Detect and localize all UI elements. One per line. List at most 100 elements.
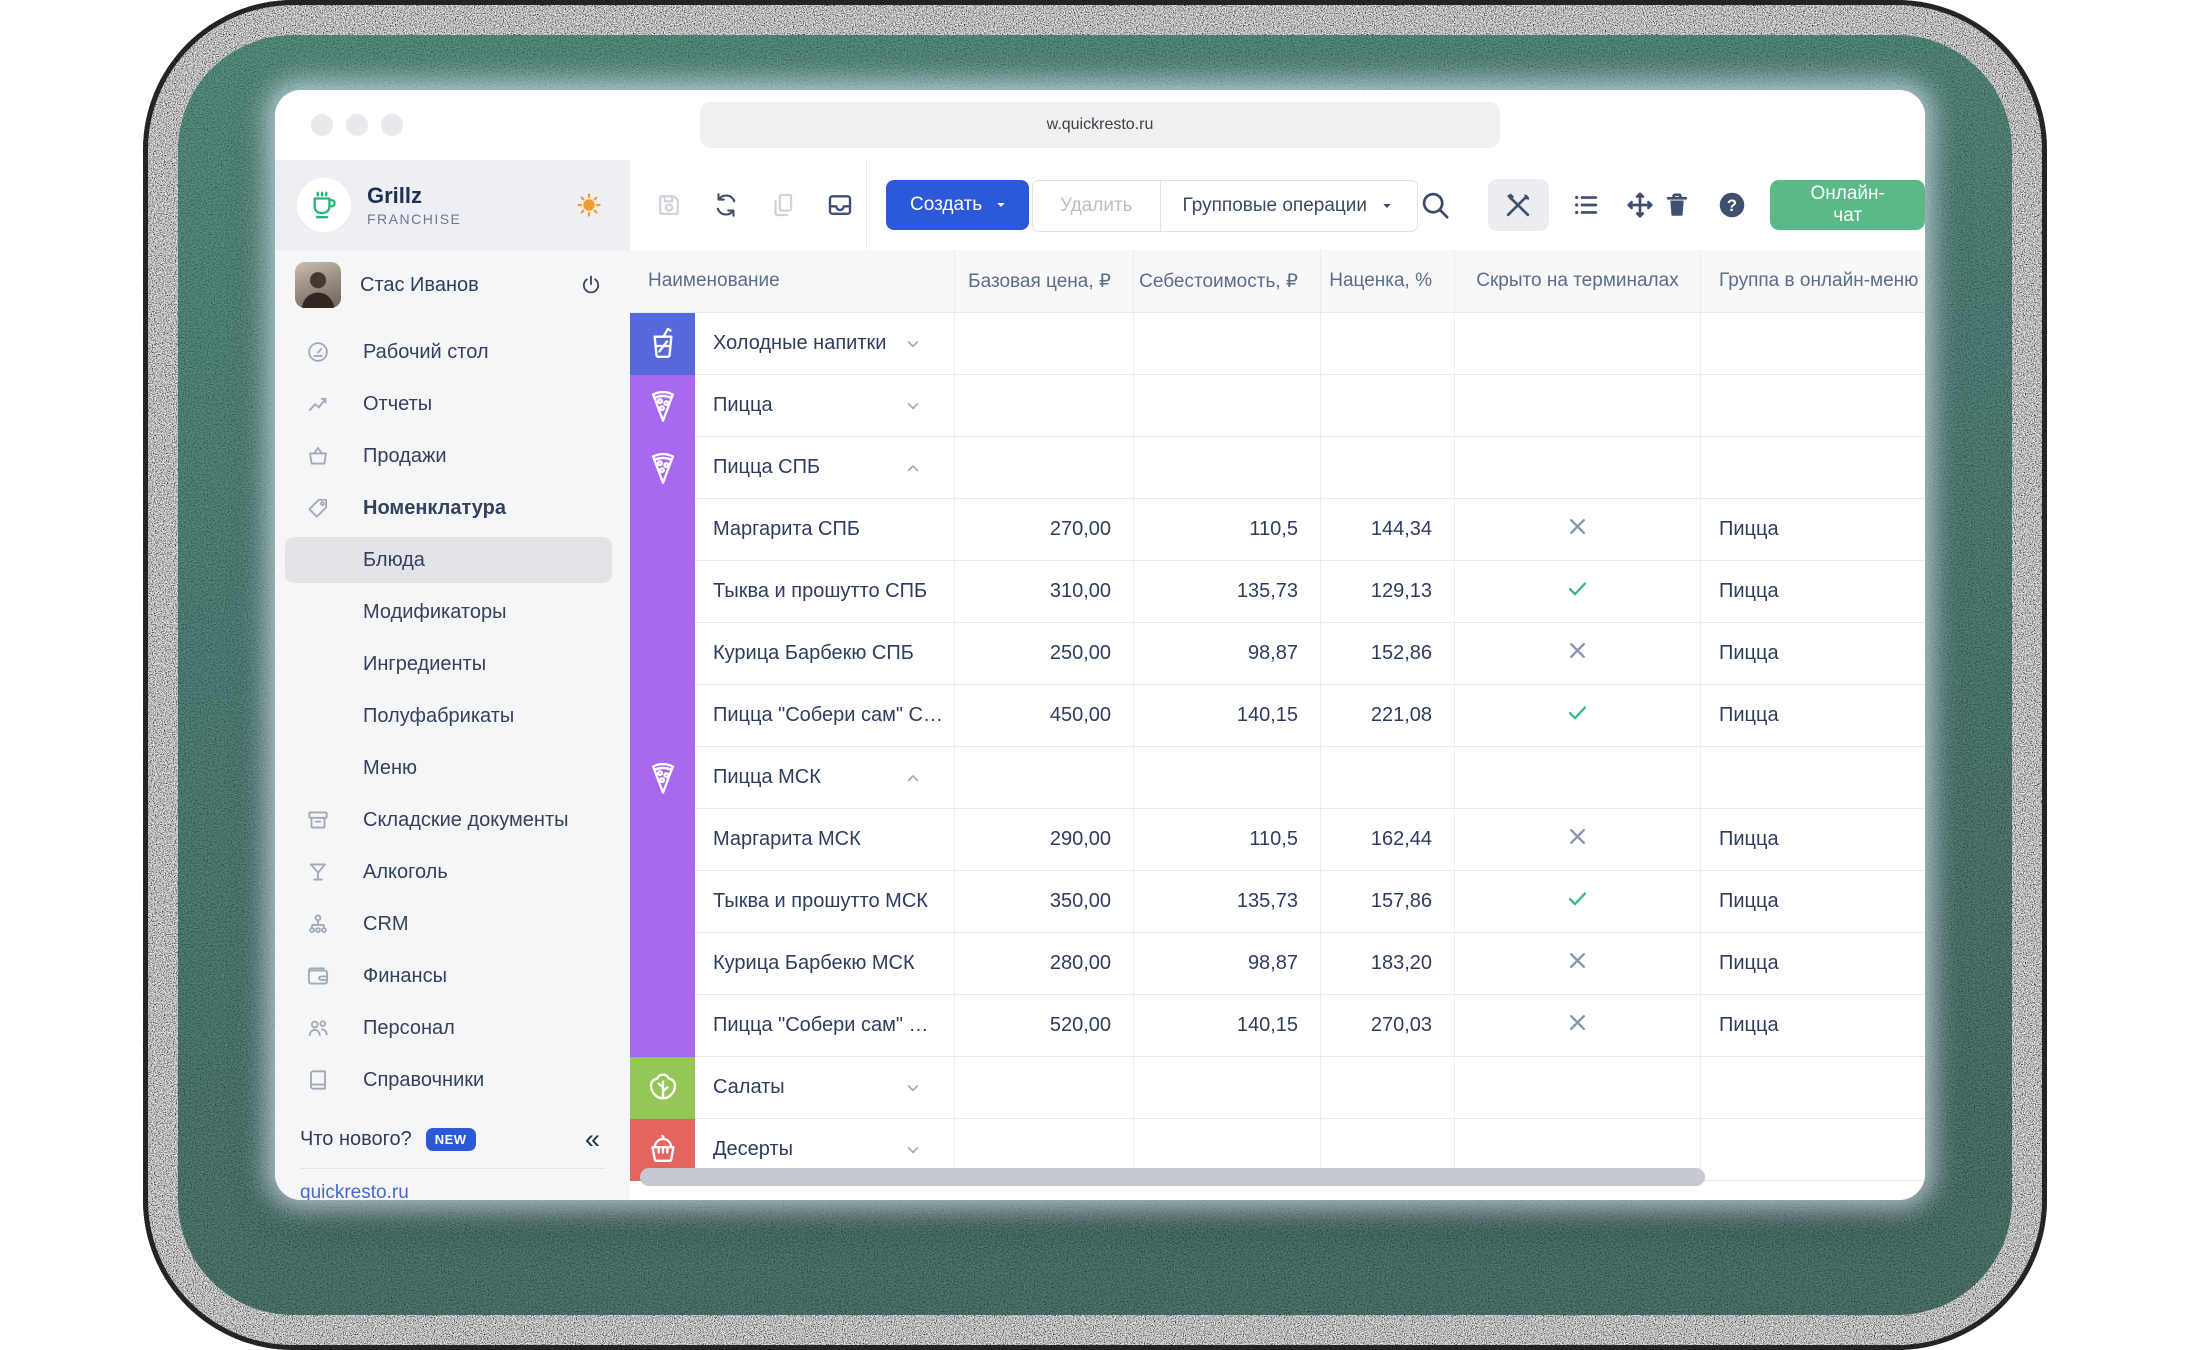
cell-base-price: 250,00 [955,623,1134,685]
table-row-item[interactable]: Курица Барбекю СПБ 250,00 98,87 152,86 Пицца [630,623,1925,685]
online-chat-button[interactable]: Онлайн-чат [1770,180,1925,230]
chevron-down-icon [993,197,1009,213]
chevron-down-icon[interactable] [902,333,924,355]
cell-base-price [955,375,1134,437]
column-header-3[interactable]: Наценка, % [1321,250,1455,313]
sidebar-item-finance[interactable]: Финансы [275,950,630,1002]
table-row-item[interactable]: Маргарита СПБ 270,00 110,5 144,34 Пицца [630,499,1925,561]
whats-new-row: Что нового? NEW « [275,1119,630,1159]
sidebar: Grillz FRANCHISE Стас Иванов Рабочий сто… [275,160,631,1200]
cell-online-menu-group [1701,747,1925,809]
cell-base-price [955,313,1134,375]
sidebar-collapse-icon[interactable]: « [584,1123,600,1154]
delete-button[interactable]: Удалить [1060,195,1133,216]
window-zoom-button[interactable] [381,114,403,136]
whats-new-link[interactable]: Что нового? [300,1127,412,1150]
table-row-item[interactable]: Курица Барбекю МСК 280,00 98,87 183,20 Пицца [630,933,1925,995]
cross-icon [1564,823,1591,856]
sidebar-item-warehouse-docs[interactable]: Складские документы [275,794,630,846]
cell-cost: 140,15 [1134,995,1321,1057]
table-row-group[interactable]: Пицца СПБ [630,437,1925,499]
cell-name: Курица Барбекю МСК [695,933,955,995]
sidebar-item-nomenclature[interactable]: Номенклатура [275,482,630,534]
refresh-icon[interactable] [711,190,741,220]
sidebar-item-label: Меню [363,756,418,779]
sidebar-item-menu[interactable]: Меню [275,742,630,794]
cell-base-price: 310,00 [955,561,1134,623]
sidebar-item-sales[interactable]: Продажи [275,430,630,482]
sidebar-item-semifinished[interactable]: Полуфабрикаты [275,690,630,742]
category-color-strip [630,995,695,1057]
table-header: Наименование Базовая цена, ₽ Себестоимость… [630,250,1925,313]
table-row-item[interactable]: Тыква и прошутто МСК 350,00 135,73 157,86 Пи… [630,871,1925,933]
cell-name: Пицца "Собери сам" С… [695,685,955,747]
sidebar-item-modifiers[interactable]: Модификаторы [275,586,630,638]
group-operations-button[interactable]: Групповые операции [1161,181,1417,231]
chevron-down-icon[interactable] [902,395,924,417]
cell-hidden-on-terminals [1455,375,1701,437]
table-row-group[interactable]: Пицца МСК [630,747,1925,809]
column-header-2[interactable]: Себестоимость, ₽ [1134,250,1321,313]
cell-markup: 157,86 [1321,871,1455,933]
check-icon [1564,575,1591,608]
sidebar-item-reports[interactable]: Отчеты [275,378,630,430]
table-row-group[interactable]: Холодные напитки [630,313,1925,375]
help-icon[interactable]: ? [1715,188,1748,222]
cell-online-menu-group [1701,437,1925,499]
table-row-item[interactable]: Пицца "Собери сам" … 520,00 140,15 270,03 Пи… [630,995,1925,1057]
search-icon[interactable] [1418,188,1452,222]
move-icon[interactable] [1624,188,1657,222]
horizontal-scrollbar-thumb[interactable] [640,1168,1705,1186]
chevron-down-icon[interactable] [902,1139,924,1161]
column-header-4[interactable]: Скрыто на терминалах [1455,250,1701,313]
table-row-group[interactable]: Салаты [630,1057,1925,1119]
chevron-up-icon[interactable] [902,767,924,789]
address-bar[interactable]: w.quickresto.ru [700,102,1500,148]
terminal-icon[interactable] [825,190,855,220]
sidebar-item-directories[interactable]: Справочники [275,1054,630,1106]
cell-markup: 183,20 [1321,933,1455,995]
trash-icon[interactable] [1660,188,1693,222]
logout-power-icon[interactable] [578,272,604,298]
sidebar-item-alcohol[interactable]: Алкоголь [275,846,630,898]
category-color-strip [630,561,695,623]
column-header-1[interactable]: Базовая цена, ₽ [955,250,1134,313]
item-name: Пицца СПБ [713,456,821,478]
sidebar-item-ingredients[interactable]: Ингредиенты [275,638,630,690]
window-close-button[interactable] [311,114,333,136]
column-header-0[interactable]: Наименование [630,250,955,313]
column-header-5[interactable]: Группа в онлайн-меню [1701,250,1925,313]
cell-name: Тыква и прошутто МСК [695,871,955,933]
cell-hidden-on-terminals [1455,561,1701,623]
chevron-up-icon[interactable] [902,457,924,479]
sidebar-item-label: Складские документы [363,808,569,831]
cell-online-menu-group: Пицца [1701,685,1925,747]
sidebar-item-label: Отчеты [363,392,433,415]
theme-sun-icon[interactable] [574,190,604,220]
cell-name: Холодные напитки [695,313,955,375]
window-minimize-button[interactable] [346,114,368,136]
list-icon[interactable] [1570,188,1603,222]
sidebar-item-dashboard[interactable]: Рабочий стол [275,326,630,378]
cell-online-menu-group: Пицца [1701,809,1925,871]
sidebar-item-label: Персонал [363,1016,455,1039]
cell-markup: 144,34 [1321,499,1455,561]
site-link[interactable]: quickresto.ru [300,1182,409,1200]
table-row-item[interactable]: Маргарита МСК 290,00 110,5 162,44 Пицца [630,809,1925,871]
table-row-item[interactable]: Пицца "Собери сам" С… 450,00 140,15 221,08 П… [630,685,1925,747]
cell-name: Пицца [695,375,955,437]
sidebar-item-staff[interactable]: Персонал [275,1002,630,1054]
table-row-group[interactable]: Пицца [630,375,1925,437]
brand-row: Grillz FRANCHISE [275,160,630,250]
cell-online-menu-group: Пицца [1701,623,1925,685]
tools-icon[interactable] [1488,179,1549,231]
chevron-down-icon[interactable] [902,1077,924,1099]
dashboard-icon [305,339,331,365]
cell-cost: 98,87 [1134,933,1321,995]
table-row-item[interactable]: Тыква и прошутто СПБ 310,00 135,73 129,13 Пи… [630,561,1925,623]
sidebar-item-crm[interactable]: CRM [275,898,630,950]
cell-name: Маргарита СПБ [695,499,955,561]
sidebar-item-dishes[interactable]: Блюда [275,534,630,586]
create-button[interactable]: Создать [886,180,1030,230]
cell-hidden-on-terminals [1455,1057,1701,1119]
